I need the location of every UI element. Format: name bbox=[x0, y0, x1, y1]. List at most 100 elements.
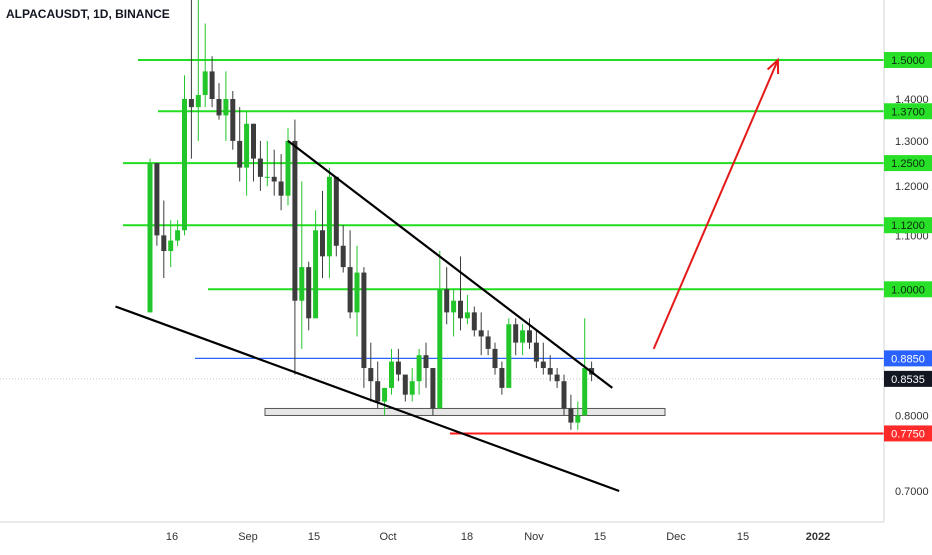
candle-body bbox=[188, 99, 194, 108]
candle-7[interactable] bbox=[195, 0, 201, 141]
candle-27[interactable] bbox=[333, 176, 339, 257]
candle-34[interactable] bbox=[382, 387, 388, 416]
time-tick-label: Dec bbox=[666, 531, 686, 543]
candle-40[interactable] bbox=[423, 342, 429, 388]
candle-2[interactable] bbox=[161, 200, 167, 279]
candle-21[interactable] bbox=[292, 119, 298, 375]
candle-28[interactable] bbox=[340, 225, 346, 273]
candle-10[interactable] bbox=[216, 83, 222, 120]
level-tag-1.0000[interactable]: 1.0000 bbox=[884, 281, 932, 298]
candle-29[interactable] bbox=[347, 230, 353, 319]
candle-body bbox=[499, 368, 505, 388]
candle-body bbox=[444, 289, 450, 313]
level-tag-1.3700[interactable]: 1.3700 bbox=[884, 103, 932, 120]
candle-55[interactable] bbox=[527, 318, 532, 349]
candle-56[interactable] bbox=[533, 330, 539, 369]
candle-41[interactable] bbox=[430, 368, 436, 416]
candle-body bbox=[582, 368, 588, 416]
candle-body bbox=[278, 181, 284, 196]
candle-32[interactable] bbox=[368, 342, 374, 402]
candle-57[interactable] bbox=[540, 342, 546, 375]
candle-42[interactable] bbox=[437, 251, 443, 409]
candle-62[interactable] bbox=[575, 401, 581, 430]
candle-50[interactable] bbox=[492, 342, 498, 375]
candle-9[interactable] bbox=[209, 56, 215, 108]
candle-26[interactable] bbox=[326, 167, 332, 279]
candle-48[interactable] bbox=[478, 312, 484, 356]
level-tag-1.5000[interactable]: 1.5000 bbox=[884, 51, 932, 68]
candle-46[interactable] bbox=[464, 294, 470, 325]
current-price-tag[interactable]: 0.8535 bbox=[884, 370, 932, 387]
level-tag-1.1200[interactable]: 1.1200 bbox=[884, 217, 932, 234]
candle-23[interactable] bbox=[306, 261, 312, 331]
candle-0[interactable] bbox=[147, 158, 153, 313]
candle-58[interactable] bbox=[547, 355, 553, 382]
candle-36[interactable] bbox=[395, 348, 401, 382]
candle-60[interactable] bbox=[561, 374, 567, 416]
candle-body bbox=[154, 163, 160, 236]
candle-53[interactable] bbox=[513, 318, 519, 356]
support-zone-box[interactable] bbox=[264, 407, 666, 416]
candle-6[interactable] bbox=[188, 0, 194, 159]
candle-39[interactable] bbox=[416, 348, 422, 395]
candle-20[interactable] bbox=[285, 128, 291, 206]
candle-22[interactable] bbox=[299, 181, 305, 349]
candle-17[interactable] bbox=[264, 140, 270, 187]
candle-51[interactable] bbox=[499, 361, 505, 395]
price-tag-text: 0.8850 bbox=[891, 353, 925, 365]
projection-arrow-shaft[interactable] bbox=[652, 59, 779, 350]
candle-35[interactable] bbox=[389, 348, 394, 395]
price-tag-text: 1.2500 bbox=[891, 158, 925, 170]
candle-4[interactable] bbox=[175, 220, 181, 246]
candle-47[interactable] bbox=[471, 306, 477, 337]
candle-59[interactable] bbox=[554, 368, 560, 388]
candle-16[interactable] bbox=[257, 140, 263, 191]
candle-11[interactable] bbox=[223, 71, 229, 141]
candle-45[interactable] bbox=[458, 256, 463, 331]
candle-33[interactable] bbox=[375, 361, 381, 409]
candle-14[interactable] bbox=[244, 111, 250, 196]
candle-19[interactable] bbox=[278, 154, 284, 211]
time-tick-label: 2022 bbox=[806, 531, 830, 543]
time-tick-label: 16 bbox=[166, 531, 178, 543]
level-tag-1.2500[interactable]: 1.2500 bbox=[884, 155, 932, 172]
candle-13[interactable] bbox=[237, 107, 243, 182]
candle-61[interactable] bbox=[568, 394, 574, 430]
candle-body bbox=[402, 374, 408, 395]
candle-body bbox=[437, 289, 443, 409]
level-tag-0.7750[interactable]: 0.7750 bbox=[884, 425, 932, 442]
candle-body bbox=[478, 330, 484, 337]
candle-body bbox=[395, 361, 401, 375]
candle-43[interactable] bbox=[444, 267, 450, 325]
trendline-upper[interactable] bbox=[287, 140, 613, 389]
candles-layer bbox=[147, 0, 595, 430]
price-tags-layer: 1.5000 1.3700 1.2500 1.1200 1.0000 0.8850 0.77… bbox=[884, 51, 932, 442]
candle-1[interactable] bbox=[154, 163, 160, 246]
candle-body bbox=[492, 348, 498, 369]
candle-body bbox=[471, 312, 477, 331]
candle-38[interactable] bbox=[409, 368, 415, 402]
candle-49[interactable] bbox=[485, 330, 491, 356]
candle-body bbox=[568, 408, 574, 423]
candle-30[interactable] bbox=[354, 245, 360, 337]
candle-44[interactable] bbox=[451, 289, 457, 337]
candle-8[interactable] bbox=[202, 23, 208, 108]
trendline-lower[interactable] bbox=[115, 305, 620, 493]
candle-3[interactable] bbox=[168, 220, 174, 268]
candle-12[interactable] bbox=[230, 90, 236, 150]
level-tag-0.8850[interactable]: 0.8850 bbox=[884, 350, 932, 367]
candle-52[interactable] bbox=[506, 318, 512, 388]
candle-31[interactable] bbox=[361, 267, 367, 388]
candle-54[interactable] bbox=[520, 324, 526, 356]
candle-25[interactable] bbox=[320, 190, 325, 279]
candle-24[interactable] bbox=[313, 210, 319, 319]
candle-37[interactable] bbox=[402, 374, 408, 402]
axes-layer: 0.70000.80000.88001.10001.20001.30001.40… bbox=[0, 0, 929, 543]
candle-15[interactable] bbox=[251, 123, 256, 182]
candle-body bbox=[306, 267, 312, 319]
candle-body bbox=[382, 387, 388, 402]
candle-5[interactable] bbox=[182, 75, 187, 236]
candle-18[interactable] bbox=[271, 149, 277, 196]
